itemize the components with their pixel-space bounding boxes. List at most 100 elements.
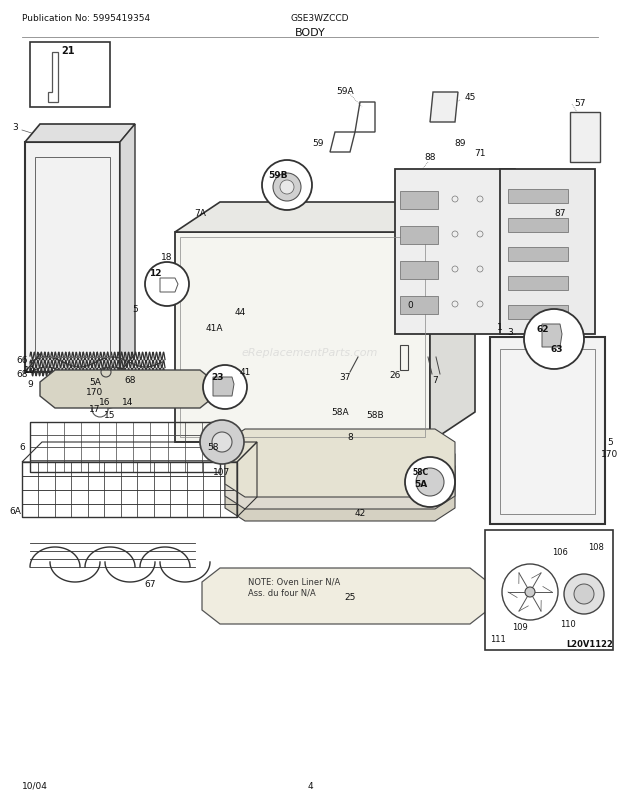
Text: 89: 89 (454, 138, 466, 148)
Bar (508, 306, 568, 320)
Text: 87: 87 (554, 209, 565, 217)
Text: 26: 26 (389, 371, 401, 380)
Text: 107: 107 (213, 468, 231, 477)
Polygon shape (202, 569, 488, 624)
Text: 12: 12 (149, 268, 161, 277)
Text: 58A: 58A (331, 408, 349, 417)
Text: 68: 68 (124, 376, 136, 385)
Text: 58: 58 (207, 443, 219, 452)
Polygon shape (225, 453, 455, 521)
Bar (35, 158, 110, 358)
Text: 10: 10 (24, 366, 36, 375)
Text: 108: 108 (588, 543, 604, 552)
Text: 63: 63 (551, 345, 563, 354)
Text: 58C: 58C (413, 468, 429, 477)
Circle shape (280, 180, 294, 195)
Polygon shape (120, 125, 135, 373)
Text: Publication No: 5995419354: Publication No: 5995419354 (22, 14, 150, 23)
Circle shape (564, 574, 604, 614)
Bar (400, 192, 438, 210)
Bar (22, 463, 237, 517)
Text: 6A: 6A (9, 506, 21, 515)
Text: 1: 1 (497, 323, 503, 332)
Circle shape (200, 420, 244, 464)
Text: 111: 111 (490, 634, 506, 644)
Circle shape (574, 585, 594, 604)
Text: 5: 5 (607, 438, 613, 447)
Text: 41A: 41A (205, 324, 223, 333)
Bar (30, 423, 220, 472)
Circle shape (524, 310, 584, 370)
Bar (400, 261, 438, 280)
Text: 59B: 59B (268, 170, 288, 180)
Text: 7A: 7A (194, 209, 206, 217)
Text: 106: 106 (552, 548, 568, 557)
Bar (400, 346, 408, 371)
Polygon shape (490, 338, 605, 525)
Text: 9: 9 (27, 380, 33, 389)
Text: 88: 88 (424, 153, 436, 162)
Text: 4: 4 (307, 781, 313, 790)
Bar (400, 227, 438, 245)
Text: 170: 170 (86, 388, 104, 397)
Text: 68: 68 (16, 370, 28, 379)
Polygon shape (225, 429, 455, 497)
Bar (400, 297, 438, 314)
Polygon shape (225, 441, 455, 509)
Polygon shape (25, 125, 135, 143)
Text: 66: 66 (16, 356, 28, 365)
Text: 5A: 5A (89, 378, 101, 387)
Bar (395, 170, 515, 334)
Bar (500, 350, 595, 514)
Text: 5A: 5A (414, 480, 428, 489)
Bar (500, 170, 595, 334)
Circle shape (262, 160, 312, 211)
Text: 45: 45 (464, 93, 476, 103)
Text: 110: 110 (560, 620, 576, 629)
Bar (508, 277, 568, 290)
Text: 3: 3 (12, 124, 18, 132)
Text: 10/04: 10/04 (22, 781, 48, 790)
Text: BODY: BODY (294, 28, 326, 38)
Polygon shape (40, 371, 215, 408)
Text: 59A: 59A (336, 87, 354, 95)
Bar (508, 248, 568, 261)
Text: 15: 15 (104, 411, 116, 420)
Text: 44: 44 (234, 308, 246, 317)
Text: L20V1122: L20V1122 (567, 640, 613, 649)
Polygon shape (430, 93, 458, 123)
Polygon shape (175, 233, 430, 443)
Text: 5: 5 (132, 305, 138, 314)
Polygon shape (542, 325, 562, 347)
Text: 58B: 58B (366, 411, 384, 420)
Text: 71: 71 (474, 148, 485, 157)
Bar (485, 530, 613, 650)
Text: 7: 7 (432, 376, 438, 385)
Text: 41: 41 (239, 368, 250, 377)
Text: 6: 6 (19, 443, 25, 452)
Text: 62: 62 (537, 325, 549, 334)
Circle shape (273, 174, 301, 202)
Text: 3: 3 (507, 328, 513, 337)
Polygon shape (25, 143, 120, 373)
Text: 17: 17 (89, 405, 100, 414)
Text: 42: 42 (355, 508, 366, 516)
Bar (30, 43, 110, 107)
Text: 109: 109 (512, 622, 528, 632)
Bar (508, 219, 568, 233)
Text: 37: 37 (339, 373, 351, 382)
Text: NOTE: Oven Liner N/A
Ass. du four N/A: NOTE: Oven Liner N/A Ass. du four N/A (248, 577, 340, 597)
Text: 23: 23 (211, 373, 223, 382)
Circle shape (416, 468, 444, 496)
Text: 0: 0 (407, 301, 413, 310)
Polygon shape (175, 203, 475, 233)
Text: 16: 16 (99, 398, 111, 407)
Polygon shape (430, 203, 475, 443)
Circle shape (212, 432, 232, 452)
Circle shape (405, 457, 455, 508)
Circle shape (525, 587, 535, 597)
Circle shape (145, 263, 189, 306)
Text: GSE3WZCCD: GSE3WZCCD (291, 14, 349, 23)
Text: 67: 67 (144, 580, 156, 589)
Text: 18: 18 (161, 253, 173, 262)
